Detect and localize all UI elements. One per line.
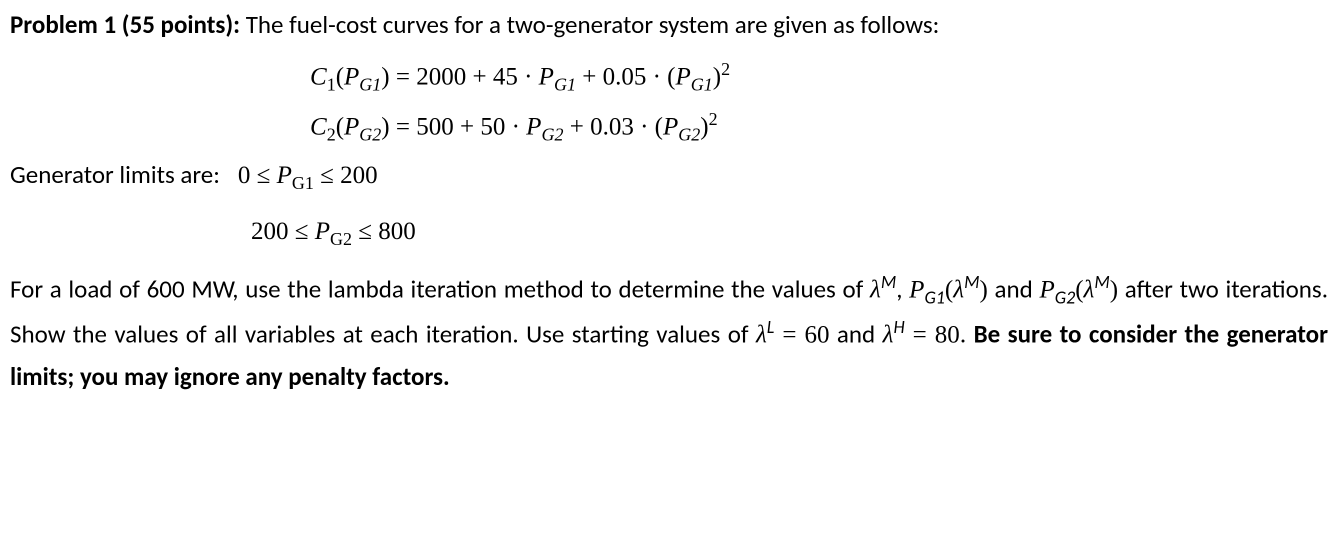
problem-heading: Problem 1 (55 points): The fuel-cost cur… [10, 6, 1328, 45]
problem-statement: The fuel-cost curves for a two-generator… [246, 9, 940, 40]
limits-label: Generator limits are: [10, 159, 238, 190]
generator-limits: Generator limits are: 0 ≤ PG1 ≤ 200 200 … [10, 159, 1328, 250]
problem-label: Problem 1 (55 points): [10, 9, 246, 40]
problem-page: Problem 1 (55 points): The fuel-cost cur… [0, 0, 1338, 417]
equation-c2: C2(PG2) = 500 + 50 · PG2 + 0.03 · (PG2)2 [10, 109, 1328, 145]
limit-g2: 200 ≤ PG2 ≤ 800 [10, 218, 1328, 250]
task-paragraph: For a load of 600 MW, use the lambda ite… [10, 268, 1328, 397]
limit-g1: 0 ≤ PG1 ≤ 200 [238, 162, 378, 194]
equation-c1: C1(PG1) = 2000 + 45 · PG1 + 0.05 · (PG1)… [10, 59, 1328, 95]
